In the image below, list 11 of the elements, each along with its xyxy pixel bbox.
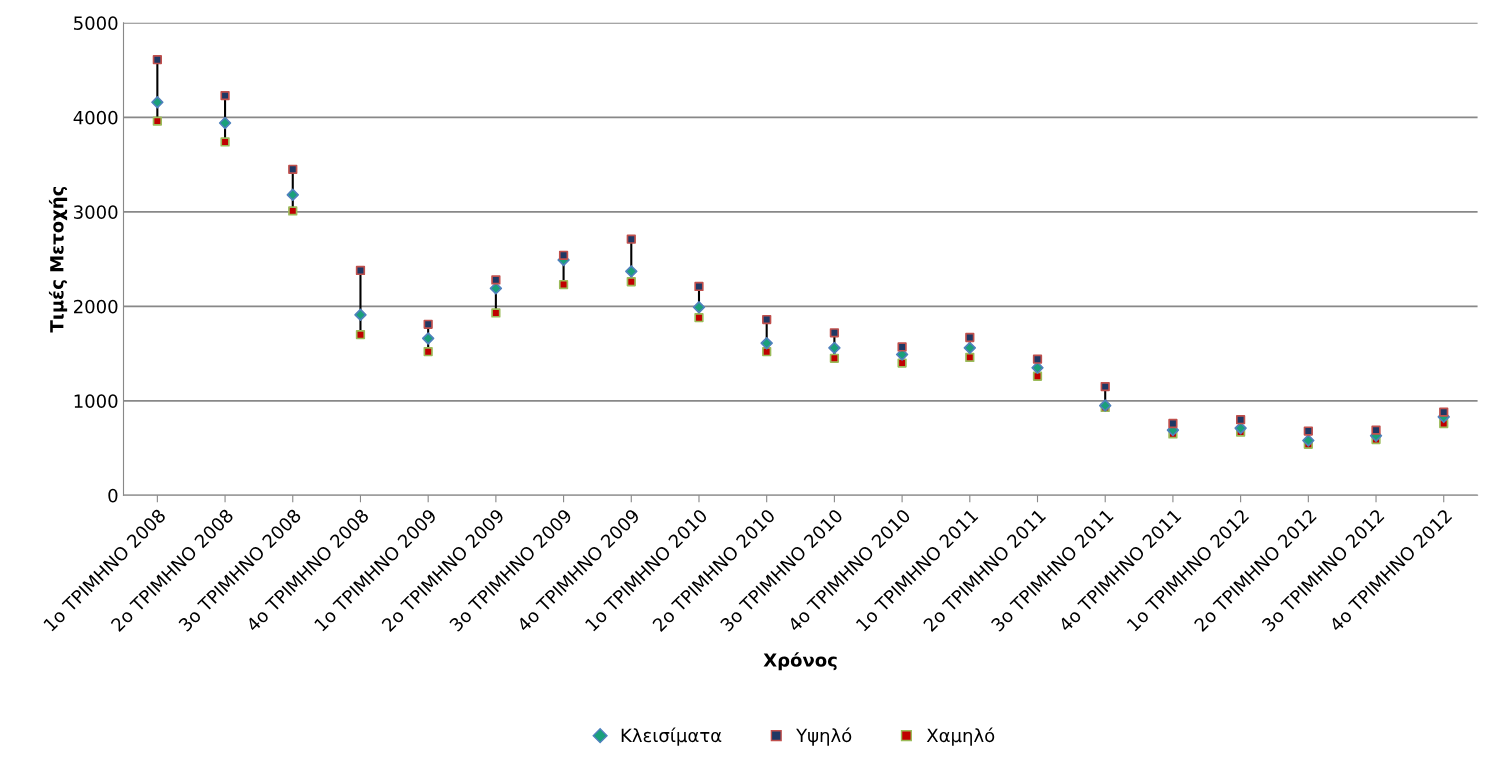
y-tick-label: 1000 (74, 394, 118, 408)
legend-label: Κλεισίματα (621, 727, 722, 746)
y-tick-label: 5000 (74, 16, 118, 30)
x-axis-title: Χρόνος (763, 652, 837, 671)
y-tick-label: 4000 (73, 110, 118, 125)
y-tick-label: 0 (108, 488, 118, 503)
y-axis-title: Τιμές Μετοχής (48, 186, 68, 333)
legend-label: Υψηλό (796, 727, 852, 746)
y-tick-label: 2000 (74, 299, 118, 314)
legend-label: Χαμηλό (926, 727, 995, 746)
y-tick-label: 3000 (74, 205, 118, 219)
